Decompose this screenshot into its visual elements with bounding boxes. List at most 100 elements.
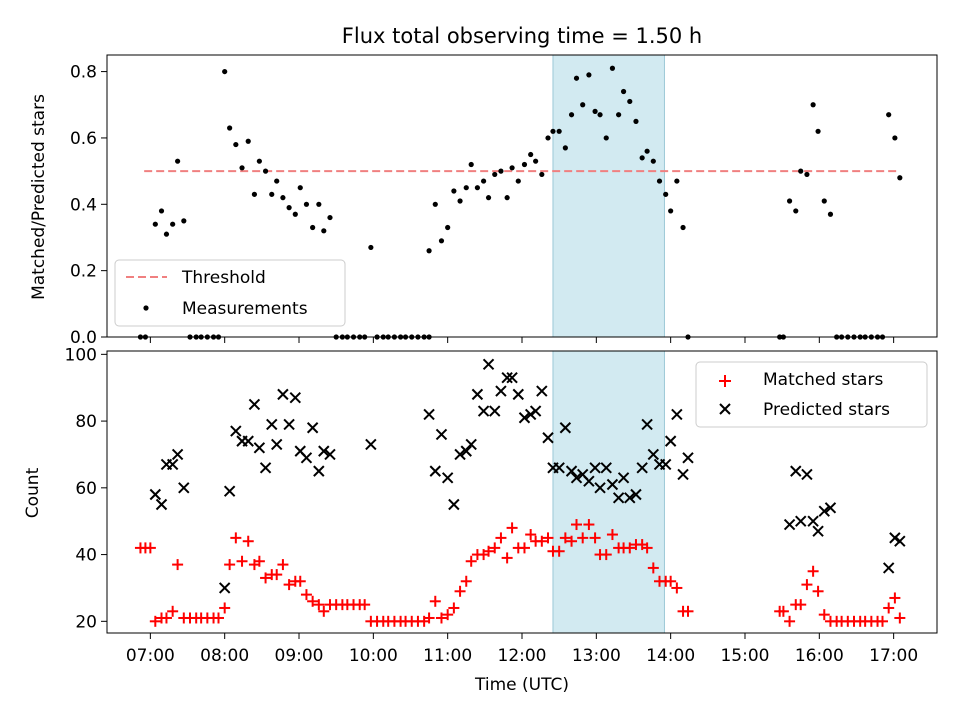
predicted-point — [807, 515, 819, 527]
predicted-point — [636, 462, 648, 474]
predicted-point — [570, 472, 583, 484]
predicted-point — [259, 462, 272, 474]
predicted-point — [313, 465, 325, 477]
measurement-point — [810, 102, 816, 108]
matched-point — [465, 555, 477, 567]
measurement-point — [457, 198, 463, 204]
measurement-point — [603, 135, 609, 141]
matched-point — [518, 542, 530, 554]
matched-point — [283, 579, 295, 591]
matched-point — [801, 579, 813, 591]
x-tick-label: 07:00 — [126, 646, 175, 666]
x-axis-label: Time (UTC) — [474, 675, 569, 695]
predicted-point — [647, 448, 660, 461]
predicted-point — [617, 472, 630, 484]
matched-point — [795, 599, 807, 611]
matched-point — [144, 542, 156, 554]
matched-legend-swatch — [719, 375, 731, 387]
predicted-point — [253, 442, 266, 454]
matched-point — [807, 565, 819, 577]
measurement-point — [644, 148, 650, 154]
predicted-point — [495, 385, 507, 397]
predicted-point — [218, 582, 231, 594]
matched-point — [230, 532, 242, 544]
measurement-point — [438, 238, 445, 244]
measurement-point — [597, 112, 603, 118]
measurement-point — [451, 188, 457, 194]
predicted-point — [441, 472, 454, 484]
predicted-point — [682, 452, 694, 464]
bottom-y-axis-label: Count — [23, 467, 43, 518]
measurement-point — [533, 158, 539, 164]
predicted-point — [512, 388, 524, 401]
bottom-y-ticks: 20 40 60 80 100 — [65, 345, 107, 632]
bottom-y-tick-label: 60 — [75, 479, 97, 499]
chart-title: Flux total observing time = 1.50 h — [342, 24, 702, 48]
matched-legend-label: Matched stars — [763, 370, 883, 390]
predicted-point — [606, 478, 619, 491]
matched-point — [682, 605, 694, 617]
measurement-point — [181, 218, 187, 224]
count-panel: 20 40 60 80 100 07:00 08:00 09:00 10:00 11:00 12:… — [23, 345, 938, 695]
matched-point — [542, 532, 554, 544]
measurement-point — [480, 178, 487, 184]
predicted-point — [506, 371, 518, 384]
bottom-y-tick-label: 40 — [75, 546, 97, 566]
top-legend: Threshold Measurements — [114, 259, 346, 327]
predicted-point — [659, 458, 672, 471]
matched-point — [277, 559, 289, 571]
measurement-point — [550, 128, 556, 134]
ratio-panel: 0.0 0.2 0.4 0.6 0.8 Flux total observing tim… — [29, 24, 938, 348]
matched-points — [134, 519, 906, 627]
matched-point — [536, 535, 548, 547]
predicted-point — [542, 432, 554, 444]
measurement-point — [886, 112, 892, 118]
measurement-point — [656, 178, 663, 184]
measurement-point — [262, 168, 269, 174]
matched-point — [219, 602, 231, 614]
measurement-point — [327, 214, 333, 221]
x-tick-label: 17:00 — [869, 646, 918, 666]
measurement-point — [515, 178, 521, 184]
matched-point — [818, 609, 830, 621]
matched-point — [641, 542, 653, 554]
matched-point — [236, 555, 248, 567]
predicted-point — [812, 525, 824, 537]
predicted-point — [166, 458, 179, 471]
matched-point — [889, 592, 901, 604]
predicted-point — [624, 492, 636, 504]
measurement-point — [545, 135, 551, 141]
measurement-point — [303, 201, 310, 207]
matched-point — [429, 595, 441, 607]
x-tick-label: 11:00 — [423, 646, 472, 666]
predicted-point — [889, 532, 901, 544]
measurement-point — [175, 158, 181, 164]
measurement-point — [821, 198, 827, 204]
measurement-point — [316, 201, 322, 207]
predicted-point — [529, 405, 542, 417]
measurement-point — [668, 208, 674, 214]
matched-point — [454, 585, 466, 597]
matched-point — [501, 552, 513, 564]
predicted-point — [790, 465, 802, 477]
matched-point — [647, 562, 659, 574]
predicted-point — [178, 482, 190, 494]
matched-point — [600, 549, 612, 561]
x-tick-label: 14:00 — [646, 646, 695, 666]
bottom-y-tick-label: 100 — [65, 345, 97, 365]
bottom-x-ticks: 07:00 08:00 09:00 10:00 11:00 12:00 13:00 14:00… — [126, 633, 918, 666]
measurement-point — [528, 151, 534, 158]
measurement-point — [786, 198, 793, 204]
predicted-point — [429, 465, 441, 477]
predicted-point — [477, 405, 490, 417]
predicted-point — [289, 392, 302, 404]
predicted-point — [465, 438, 477, 451]
highlight-span-bottom — [552, 350, 665, 634]
x-tick-label: 09:00 — [275, 646, 324, 666]
highlight-span-top — [552, 54, 665, 338]
top-y-tick-label: 0.4 — [70, 195, 97, 215]
predicted-point — [283, 418, 295, 431]
measurement-point — [539, 171, 545, 178]
predicted-point — [266, 418, 278, 431]
